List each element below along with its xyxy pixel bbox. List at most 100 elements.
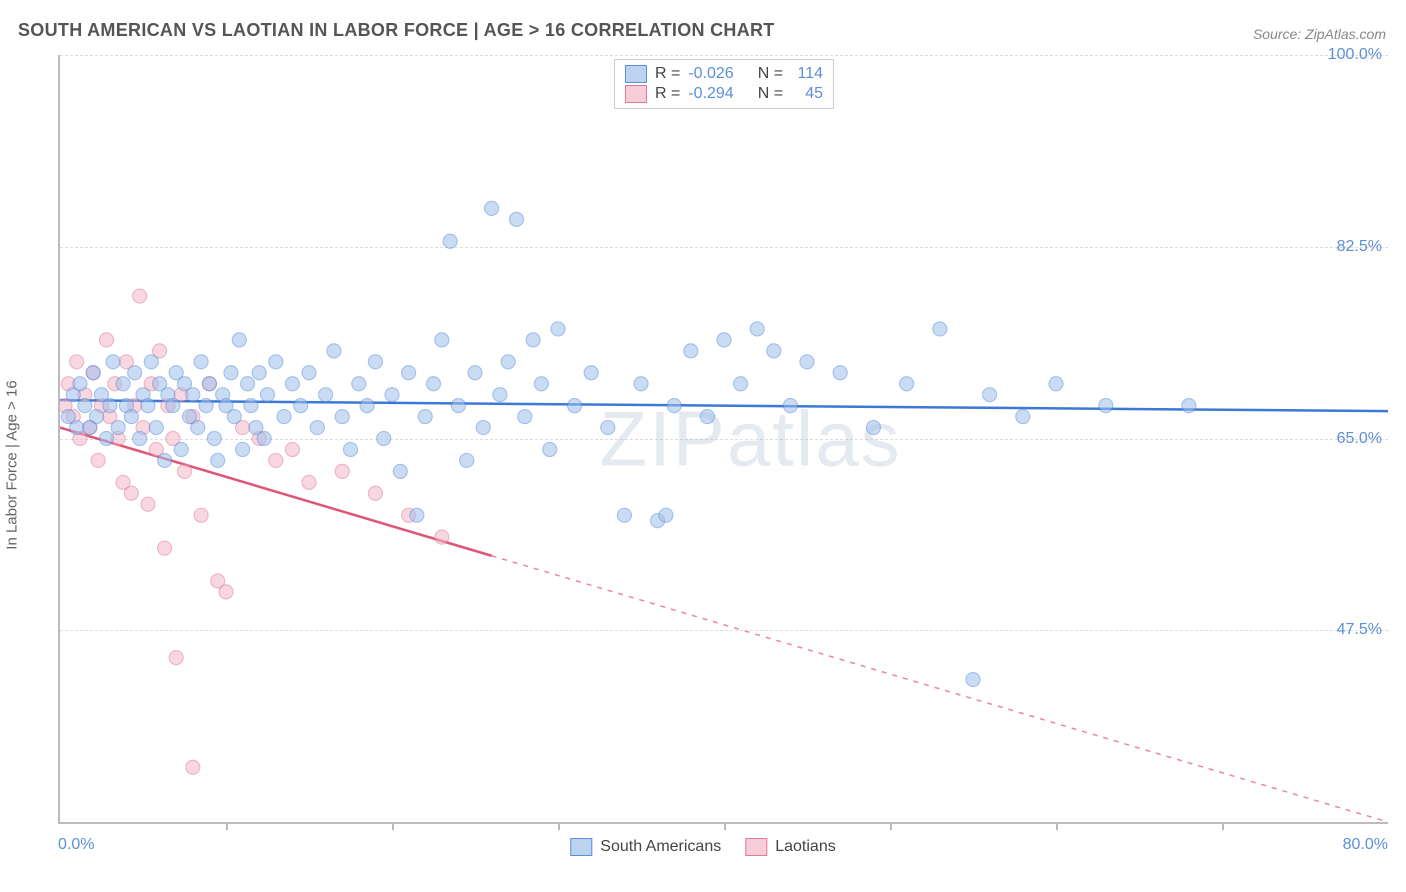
- data-point: [659, 508, 673, 522]
- data-point: [543, 442, 557, 456]
- data-point: [186, 388, 200, 402]
- data-point: [377, 432, 391, 446]
- data-point: [99, 432, 113, 446]
- x-tick: [558, 822, 560, 830]
- data-point: [191, 421, 205, 435]
- data-point: [244, 399, 258, 413]
- data-point: [124, 486, 138, 500]
- data-point: [116, 377, 130, 391]
- data-point: [510, 212, 524, 226]
- data-point: [1049, 377, 1063, 391]
- x-axis-max-label: 80.0%: [1343, 836, 1388, 854]
- data-point: [634, 377, 648, 391]
- x-tick: [724, 822, 726, 830]
- legend-r-value: -0.294: [688, 85, 733, 103]
- data-point: [900, 377, 914, 391]
- y-axis-label: In Labor Force | Age > 16: [4, 380, 21, 549]
- trend-line-dashed: [492, 556, 1388, 822]
- data-point: [493, 388, 507, 402]
- data-point: [202, 377, 216, 391]
- data-point: [261, 388, 275, 402]
- data-point: [800, 355, 814, 369]
- data-point: [285, 377, 299, 391]
- legend-n-value: 114: [791, 65, 823, 83]
- data-point: [734, 377, 748, 391]
- data-point: [319, 388, 333, 402]
- data-point: [435, 333, 449, 347]
- data-point: [352, 377, 366, 391]
- data-point: [327, 344, 341, 358]
- x-tick: [226, 822, 228, 830]
- data-point: [106, 355, 120, 369]
- data-point: [128, 366, 142, 380]
- legend-swatch: [745, 838, 767, 856]
- data-point: [368, 355, 382, 369]
- legend-n-label: N =: [758, 85, 783, 103]
- data-point: [211, 453, 225, 467]
- data-point: [302, 475, 316, 489]
- data-point: [767, 344, 781, 358]
- legend-n-value: 45: [791, 85, 823, 103]
- data-point: [418, 410, 432, 424]
- data-point: [700, 410, 714, 424]
- data-point: [158, 541, 172, 555]
- data-point: [518, 410, 532, 424]
- data-point: [285, 442, 299, 456]
- legend-r-label: R =: [655, 85, 680, 103]
- data-point: [241, 377, 255, 391]
- data-point: [460, 453, 474, 467]
- x-tick: [1222, 822, 1224, 830]
- data-point: [90, 410, 104, 424]
- data-point: [277, 410, 291, 424]
- x-tick: [890, 822, 892, 830]
- legend-top-row: R =-0.026N =114: [625, 64, 823, 84]
- data-point: [476, 421, 490, 435]
- x-axis-min-label: 0.0%: [58, 836, 94, 854]
- data-point: [526, 333, 540, 347]
- data-point: [186, 760, 200, 774]
- plot-area: ZIPatlas R =-0.026N =114R =-0.294N =45 1…: [58, 55, 1388, 824]
- data-point: [385, 388, 399, 402]
- data-point: [78, 399, 92, 413]
- data-point: [866, 421, 880, 435]
- data-point: [174, 442, 188, 456]
- data-point: [435, 530, 449, 544]
- data-point: [468, 366, 482, 380]
- data-point: [1099, 399, 1113, 413]
- data-point: [783, 399, 797, 413]
- data-point: [393, 464, 407, 478]
- data-point: [124, 410, 138, 424]
- source-label: Source: ZipAtlas.com: [1253, 26, 1386, 42]
- data-point: [194, 508, 208, 522]
- data-point: [166, 399, 180, 413]
- data-point: [335, 410, 349, 424]
- data-point: [269, 453, 283, 467]
- legend-bottom: South AmericansLaotians: [570, 838, 835, 856]
- legend-top-row: R = -0.294 N = 45: [625, 84, 823, 104]
- data-point: [133, 432, 147, 446]
- data-point: [410, 508, 424, 522]
- data-point: [933, 322, 947, 336]
- data-point: [344, 442, 358, 456]
- data-point: [99, 333, 113, 347]
- data-point: [257, 432, 271, 446]
- data-point: [335, 464, 349, 478]
- data-point: [302, 366, 316, 380]
- legend-swatch: [570, 838, 592, 856]
- data-point: [219, 585, 233, 599]
- data-point: [551, 322, 565, 336]
- data-point: [584, 366, 598, 380]
- legend-r-label: R =: [655, 65, 680, 83]
- legend-r-value: -0.026: [688, 65, 733, 83]
- data-point: [70, 355, 84, 369]
- data-point: [224, 366, 238, 380]
- data-point: [451, 399, 465, 413]
- data-point: [443, 234, 457, 248]
- data-point: [141, 497, 155, 511]
- data-point: [149, 421, 163, 435]
- data-point: [427, 377, 441, 391]
- data-point: [717, 333, 731, 347]
- data-point: [70, 421, 84, 435]
- data-point: [227, 410, 241, 424]
- data-point: [360, 399, 374, 413]
